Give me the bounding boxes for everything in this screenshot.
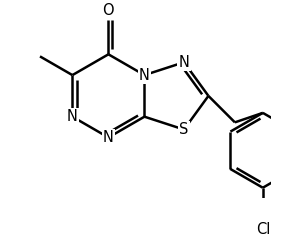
Text: S: S xyxy=(179,122,189,137)
Text: N: N xyxy=(178,55,189,70)
Text: N: N xyxy=(139,67,150,83)
Text: N: N xyxy=(67,109,78,124)
Text: Cl: Cl xyxy=(256,222,270,236)
Text: N: N xyxy=(103,130,114,145)
Text: O: O xyxy=(103,3,114,18)
